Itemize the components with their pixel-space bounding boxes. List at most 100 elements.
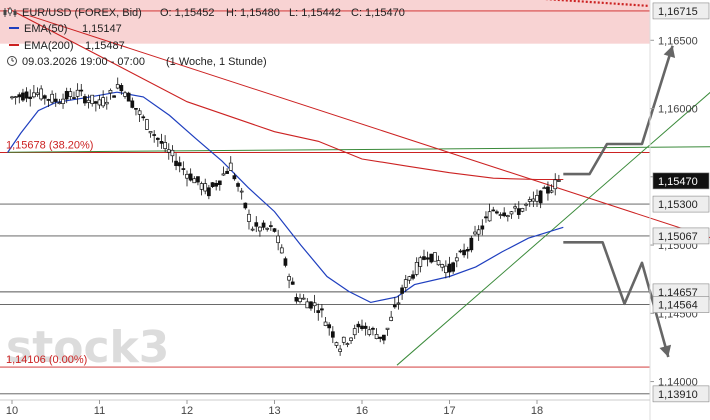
- candle-body: [221, 173, 226, 176]
- candle-body: [119, 85, 124, 92]
- candle-body: [363, 325, 368, 329]
- candle-body: [46, 99, 51, 101]
- candle-body: [495, 211, 499, 214]
- bearish-scenario-arrow-head: [659, 344, 672, 357]
- chart-timeframe: (1 Woche, 1 Stunde): [166, 56, 267, 68]
- candle-body: [130, 100, 135, 108]
- ema200-legend-name: EMA(200): [24, 40, 74, 52]
- candle-body: [298, 297, 302, 303]
- candle-body: [400, 287, 404, 294]
- bullish-scenario-arrow-head: [663, 45, 676, 59]
- level-tag: 1,14564: [658, 300, 698, 312]
- candle-body: [287, 276, 291, 281]
- candle-body: [440, 264, 445, 268]
- candle-body: [210, 182, 215, 187]
- candle-body: [166, 149, 171, 153]
- candle-body: [247, 213, 251, 222]
- x-tick-label: 13: [268, 405, 280, 417]
- ema50-legend-value: 1,15147: [82, 23, 122, 35]
- candle-body: [199, 183, 204, 190]
- candle-body: [352, 328, 357, 336]
- candle-body: [279, 247, 284, 254]
- candle-body: [177, 162, 182, 167]
- candle-body: [207, 187, 211, 197]
- ema200-legend-value: 1,15487: [85, 40, 125, 52]
- candle-body: [334, 342, 339, 346]
- trend-lines: [7, 15, 710, 366]
- candle-body: [75, 89, 80, 97]
- chart-title: EUR/USD (FOREX, Bid): [22, 7, 142, 19]
- candle-body: [290, 281, 295, 285]
- candle-body: [378, 336, 383, 339]
- candle-body: [382, 334, 386, 341]
- candle-body: [502, 212, 507, 217]
- candle-body: [542, 187, 547, 190]
- candle-body: [181, 168, 186, 170]
- candle-body: [188, 173, 193, 181]
- candle-body: [476, 229, 481, 235]
- candle-body: [35, 92, 40, 95]
- candle-body: [83, 96, 87, 104]
- candle-body: [185, 173, 189, 179]
- candle-body: [265, 227, 270, 230]
- ema-lines: [7, 7, 564, 304]
- candle-body: [320, 308, 324, 311]
- candle-body: [283, 258, 288, 266]
- candle-body: [371, 327, 375, 330]
- candle-body: [418, 257, 423, 267]
- resistance-zone: [0, 0, 650, 44]
- candle-body: [108, 89, 113, 94]
- x-tick-label: 17: [443, 405, 455, 417]
- candle-body: [447, 263, 452, 273]
- bearish-scenario-arrow: [563, 241, 670, 358]
- candle-body: [155, 137, 160, 140]
- candle-body: [538, 190, 543, 204]
- candle-body: [192, 178, 197, 184]
- candle-body: [451, 262, 455, 272]
- candle-body: [10, 96, 14, 99]
- bullish-scenario-arrow: [563, 45, 674, 176]
- candle-body: [444, 265, 448, 274]
- ohlc-close: C: 1,15470: [351, 7, 405, 19]
- level-tag: 1,15300: [658, 199, 698, 211]
- candle-body: [174, 160, 178, 166]
- candle-body: [341, 336, 346, 343]
- chart-timestamp: 09.03.2026 19:00 - 07:00: [22, 56, 145, 68]
- candle-body: [557, 180, 561, 182]
- candle-body: [294, 297, 299, 302]
- candle-body: [389, 316, 394, 321]
- ohlc-low: L: 1,15442: [289, 7, 341, 19]
- candle-body: [141, 116, 146, 119]
- chart-type-icon: [3, 7, 17, 17]
- candle-body: [39, 88, 44, 100]
- candle-body: [159, 141, 164, 144]
- candle-body: [312, 302, 317, 307]
- candle-body: [232, 175, 237, 180]
- candle-body: [513, 206, 517, 209]
- candle-body: [374, 334, 379, 340]
- candle-body: [385, 327, 390, 330]
- level-tag: 1,16715: [658, 6, 698, 18]
- ema50-legend-name: EMA(50): [24, 23, 67, 35]
- candle-body: [527, 199, 532, 202]
- watermark: stock3: [6, 322, 169, 373]
- ema50-line: [7, 91, 564, 304]
- last-price-tag: 1,15470: [658, 176, 698, 188]
- candle-body: [79, 89, 84, 92]
- candle-body: [422, 256, 426, 260]
- candle-body: [24, 91, 29, 99]
- x-tick-label: 16: [356, 405, 368, 417]
- candle-body: [94, 101, 98, 104]
- candle-body: [425, 257, 430, 260]
- candle-body: [261, 222, 266, 228]
- candle-body: [64, 90, 69, 100]
- candle-body: [61, 98, 65, 104]
- level-tag-box: [652, 2, 710, 20]
- candle-body: [115, 84, 120, 89]
- candle-body: [309, 301, 313, 309]
- candle-body: [436, 260, 441, 266]
- candle-body: [21, 92, 25, 101]
- candle-body: [480, 225, 485, 230]
